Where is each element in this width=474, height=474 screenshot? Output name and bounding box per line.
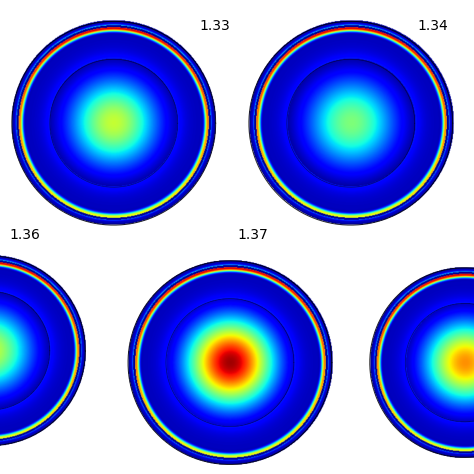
Text: 1.36: 1.36 — [9, 228, 40, 242]
Text: 1.33: 1.33 — [199, 19, 230, 33]
Text: 1.34: 1.34 — [417, 19, 448, 33]
Text: 1.37: 1.37 — [237, 228, 268, 242]
